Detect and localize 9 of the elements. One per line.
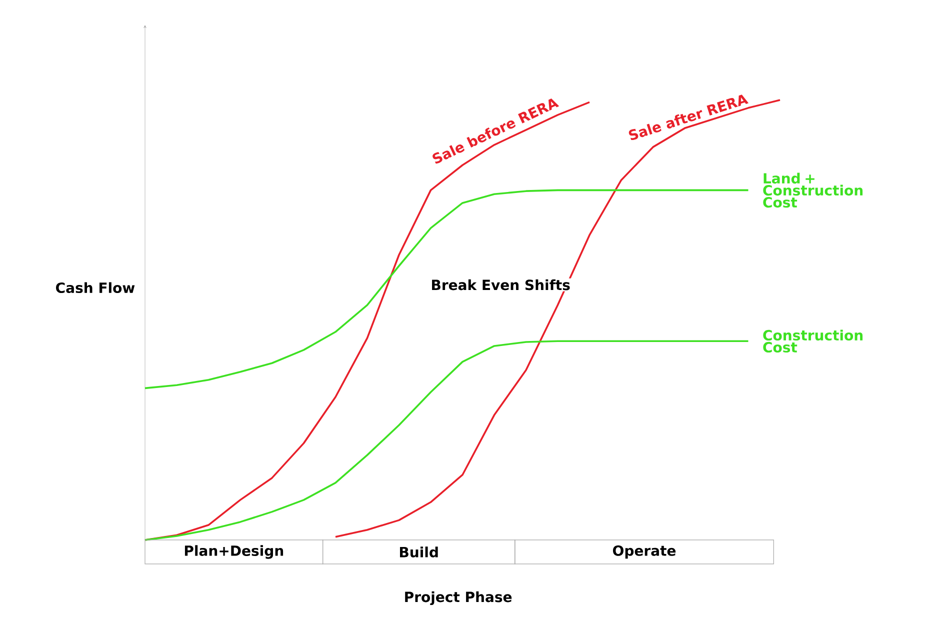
x-axis-title: Project Phase (405, 591, 512, 606)
text: Operate (612, 545, 676, 559)
series-label: Construction Cost (763, 330, 863, 353)
text: Plan+Design (184, 545, 284, 559)
text: Build (400, 546, 438, 558)
text: Sale after RERA (628, 94, 749, 140)
series-label: Land + Construction Cost (763, 172, 863, 208)
y-axis-title: Cash Flow (56, 282, 135, 294)
annotation: Break Even Shifts (432, 279, 570, 290)
